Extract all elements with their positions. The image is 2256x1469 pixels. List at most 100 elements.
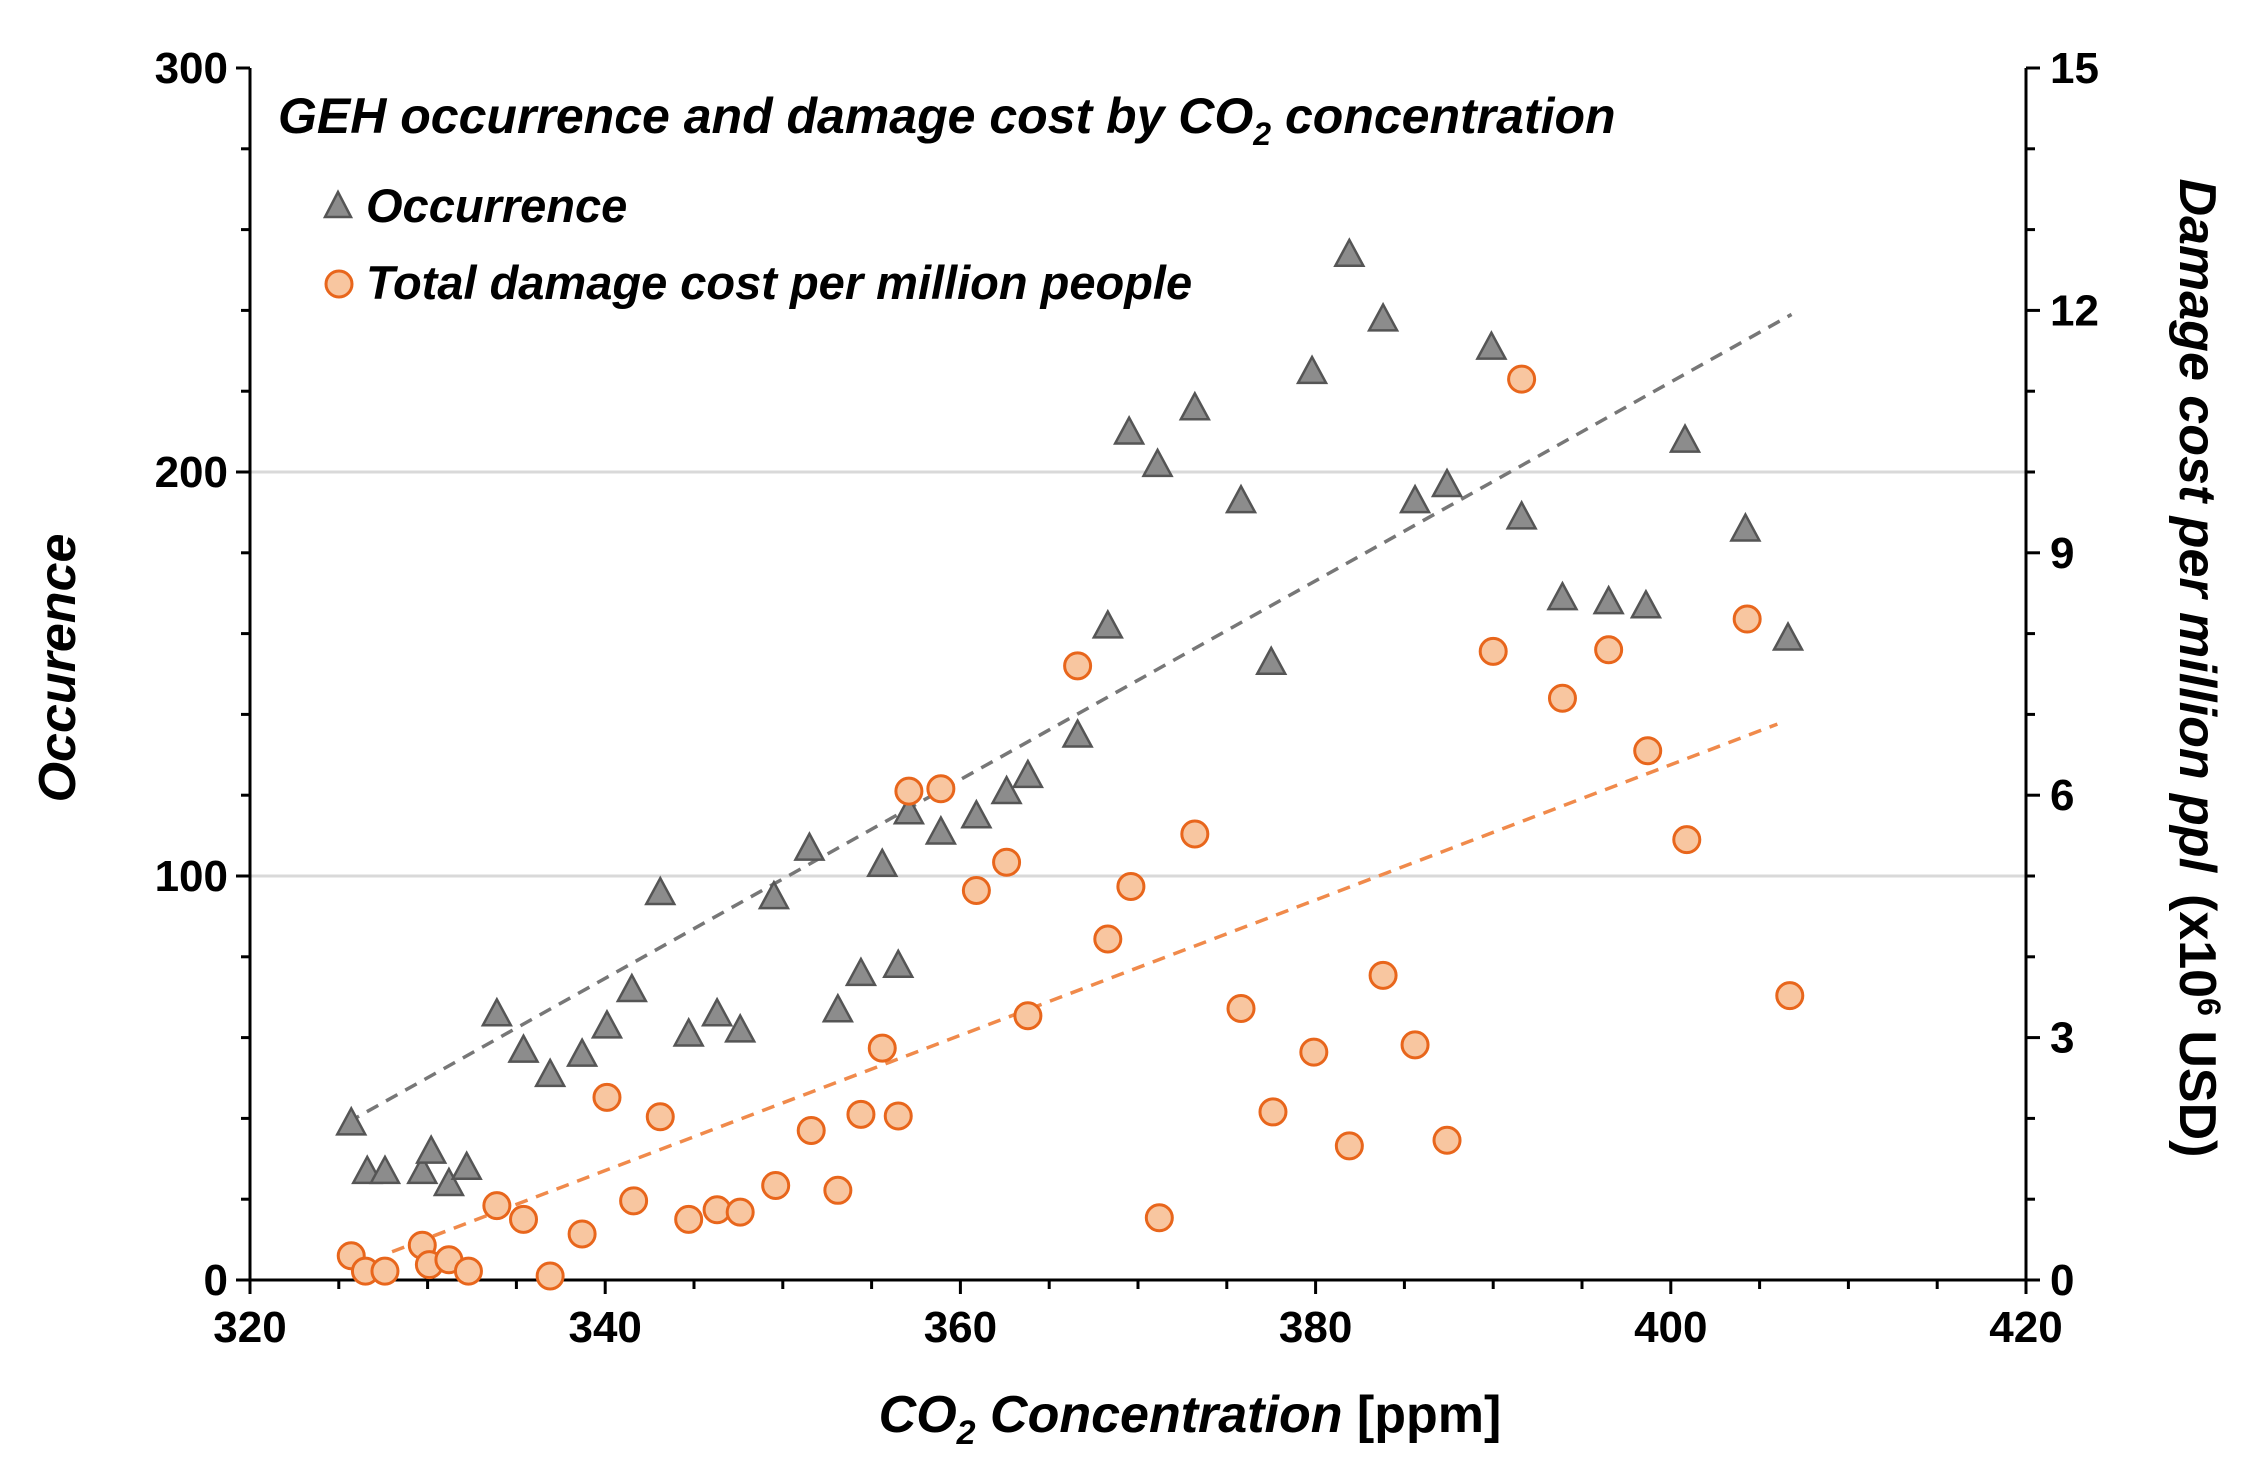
damage-point <box>1258 1097 1288 1127</box>
occurrence-point <box>1178 390 1211 421</box>
x-tick-label: 400 <box>1634 1303 1707 1352</box>
occurrence-point <box>724 1012 757 1043</box>
occurrence-point <box>507 1033 540 1063</box>
occurrence-point <box>1398 483 1432 514</box>
occurrence-point <box>1475 330 1508 360</box>
x-tick-label: 340 <box>568 1303 641 1352</box>
legend-circle-icon <box>324 269 354 299</box>
damage-point <box>1334 1131 1364 1161</box>
y-right-tick-label: 3 <box>2050 1014 2074 1063</box>
damage-point <box>867 1033 897 1063</box>
occurrence-point <box>590 1008 624 1039</box>
damage-point <box>961 876 991 906</box>
occurrence-point <box>1430 467 1464 498</box>
damage-point <box>1732 604 1762 634</box>
occurrence-point <box>757 879 791 910</box>
occurrence-point <box>1091 608 1124 639</box>
damage-point <box>1594 635 1624 665</box>
occurrence-point <box>1113 414 1146 445</box>
x-tick-label: 360 <box>924 1303 997 1352</box>
occurrence-point <box>1224 483 1258 514</box>
y-left-tick-label: 200 <box>155 448 228 497</box>
y-axis-right-title: Damage cost per million ppl(x106 USD) <box>2168 179 2227 1158</box>
damage-point <box>823 1175 853 1205</box>
damage-point <box>1226 994 1256 1024</box>
trendline-occurrence <box>346 312 1793 1124</box>
x-tick-label: 380 <box>1279 1303 1352 1352</box>
occurrence-point <box>1295 354 1329 385</box>
damage-point <box>1013 1001 1043 1031</box>
damage-point <box>370 1256 400 1286</box>
damage-point <box>482 1191 512 1221</box>
occurrence-point <box>1592 584 1625 615</box>
occurrence-point <box>335 1105 368 1136</box>
occurrence-point <box>844 956 878 987</box>
damage-point <box>1672 825 1702 855</box>
damage-point <box>846 1099 876 1129</box>
y-right-tick-label: 0 <box>2050 1256 2074 1305</box>
y-axis-left-title: Occurence <box>29 534 87 803</box>
legend: Occurrence Total damage cost per million… <box>322 179 1192 309</box>
damage-point <box>1547 683 1577 713</box>
occurrence-point <box>1333 237 1366 267</box>
occurrence-point <box>534 1057 567 1088</box>
data-points <box>335 237 1805 1291</box>
damage-point <box>509 1204 539 1234</box>
occurrence-point <box>644 875 677 906</box>
occurrence-point <box>480 996 513 1027</box>
occurrence-point <box>432 1166 466 1197</box>
damage-point <box>1400 1030 1430 1060</box>
occurrence-point <box>1141 447 1174 478</box>
x-tick-label: 320 <box>213 1303 286 1352</box>
occurrence-point <box>1729 511 1762 542</box>
legend-triangle-icon <box>322 189 354 219</box>
y-left-tick-label: 0 <box>204 1256 228 1305</box>
occurrence-point <box>1771 621 1805 651</box>
occurrence-point <box>1668 423 1702 453</box>
damage-point <box>1144 1203 1174 1233</box>
occurrence-point <box>1366 301 1400 332</box>
occurrence-point <box>821 992 854 1023</box>
damage-point <box>619 1186 649 1216</box>
damage-point <box>894 776 924 806</box>
occurrence-point <box>960 798 993 829</box>
occurrence-point <box>700 996 734 1027</box>
damage-point <box>567 1219 597 1249</box>
damage-point <box>1432 1125 1462 1155</box>
occurrence-point <box>882 948 915 979</box>
damage-point <box>1478 636 1508 666</box>
y-right-tick-label: 9 <box>2050 529 2074 578</box>
damage-point <box>1507 364 1537 394</box>
chart-title: GEH occurrence and damage cost by CO2 co… <box>278 88 1616 152</box>
legend-label-damage: Total damage cost per million people <box>366 256 1192 309</box>
damage-point <box>1299 1037 1329 1067</box>
damage-point <box>1116 872 1146 902</box>
occurrence-point <box>415 1134 448 1164</box>
occurrence-point <box>1505 499 1538 530</box>
damage-point <box>1633 736 1663 766</box>
damage-point <box>1368 960 1398 990</box>
occurrence-point <box>406 1154 439 1185</box>
damage-point <box>796 1116 826 1146</box>
occurrence-point <box>566 1037 599 1067</box>
trendlines <box>346 312 1793 1254</box>
occurrence-point <box>450 1150 483 1181</box>
damage-point <box>926 774 956 804</box>
occurrence-point <box>924 814 957 845</box>
damage-point <box>725 1197 755 1227</box>
damage-point <box>1093 924 1123 954</box>
occurrence-point <box>866 847 899 878</box>
legend-label-occurrence: Occurrence <box>366 179 627 232</box>
trendline-damage <box>391 722 1778 1254</box>
x-axis-title: CO2 Concentration [ppm] <box>879 1386 1502 1452</box>
damage-point <box>592 1082 622 1112</box>
damage-point <box>674 1204 704 1234</box>
y-right-tick-label: 15 <box>2050 44 2099 93</box>
y-left-tick-label: 300 <box>155 44 228 93</box>
occurrence-point <box>368 1154 402 1185</box>
damage-point <box>535 1261 565 1291</box>
occurrence-point <box>1255 645 1288 676</box>
